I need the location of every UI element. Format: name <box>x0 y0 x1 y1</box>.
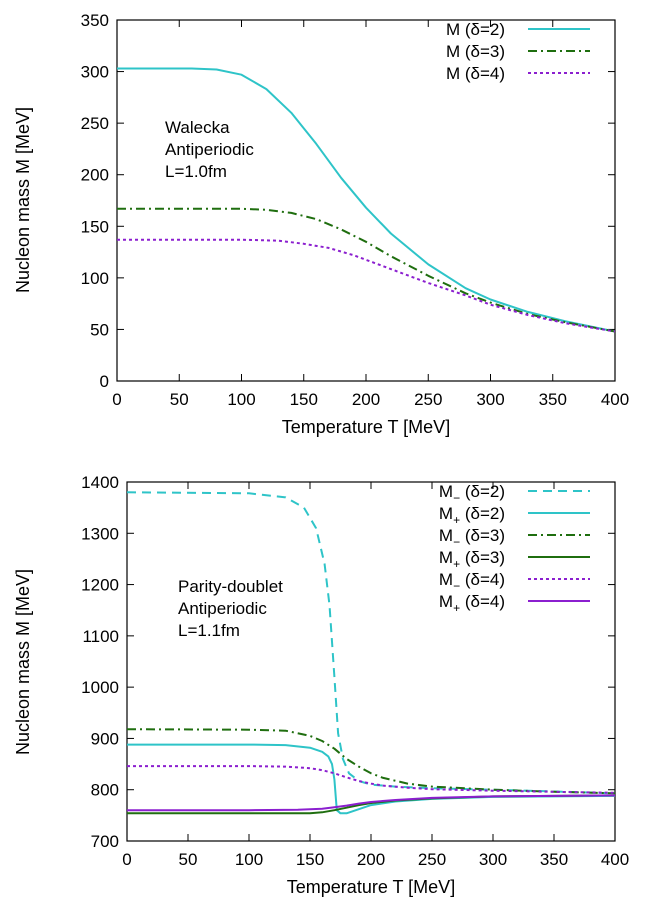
legend-detail: (δ=4) <box>460 592 505 611</box>
x-tick-label: 150 <box>296 850 324 869</box>
y-tick-label: 150 <box>81 217 109 236</box>
legend-symbol: M <box>439 570 453 589</box>
y-tick-label: 1300 <box>81 524 119 543</box>
y-tick-label: 0 <box>100 372 109 391</box>
series-line <box>117 207 615 333</box>
x-tick-label: 100 <box>235 850 263 869</box>
legend-entry: M+ (δ=2) <box>439 504 505 527</box>
legend-subscript: − <box>453 579 460 593</box>
y-tick-label: 50 <box>90 320 109 339</box>
legend: M (δ=2) M (δ=3) M (δ=4) <box>446 20 590 83</box>
x-axis-label: Temperature T [MeV] <box>287 877 455 897</box>
legend-entry: M− (δ=4) <box>439 570 505 593</box>
legend: M− (δ=2)M+ (δ=2)M− (δ=3)M+ (δ=3)M− (δ=4)… <box>439 482 590 615</box>
legend-subscript: + <box>453 601 460 615</box>
series-line <box>127 728 615 795</box>
y-axis-label: Nucleon mass M [MeV] <box>13 107 33 293</box>
legend-detail: (δ=2) <box>460 482 505 501</box>
x-tick-label: 400 <box>601 390 629 409</box>
y-tick-label: 700 <box>91 832 119 851</box>
legend-detail: (δ=3) <box>460 548 505 567</box>
legend-symbol: M <box>439 504 453 523</box>
series-line <box>127 765 615 794</box>
x-tick-label: 350 <box>540 850 568 869</box>
x-tick-label: 100 <box>227 390 255 409</box>
annotation-line: L=1.1fm <box>178 621 240 640</box>
y-tick-label: 1000 <box>81 678 119 697</box>
legend-entry: M+ (δ=4) <box>439 592 505 615</box>
legend-symbol: M <box>439 482 453 501</box>
y-tick-label: 200 <box>81 166 109 185</box>
legend-symbol: M <box>439 526 453 545</box>
annotation-line: Antiperiodic <box>178 599 267 618</box>
series-line <box>127 491 615 795</box>
y-axis-label: Nucleon mass M [MeV] <box>13 569 33 755</box>
y-tick-label: 1400 <box>81 473 119 492</box>
legend-subscript: − <box>453 535 460 549</box>
chart-1: 0 50 100 150 200 250 300 350 400 0 50 100 150 200 250 3… <box>13 11 629 437</box>
x-tick-label: 300 <box>479 850 507 869</box>
y-tick-label: 1100 <box>82 627 119 646</box>
x-tick-label: 250 <box>418 850 446 869</box>
series-line <box>127 794 615 812</box>
x-tick-label: 0 <box>122 850 131 869</box>
legend-entry: M (δ=4) <box>446 64 505 83</box>
x-tick-label: 0 <box>112 390 121 409</box>
x-tick-label: 50 <box>179 850 198 869</box>
chart-2: 0 50 100 150 200 250 300 350 400 700 800 900 1000 110… <box>13 473 629 897</box>
annotation-line: L=1.0fm <box>165 162 227 181</box>
y-tick-label: 350 <box>81 11 109 30</box>
x-tick-label: 250 <box>414 390 442 409</box>
x-tick-label: 200 <box>352 390 380 409</box>
x-axis-label: Temperature T [MeV] <box>282 417 450 437</box>
annotation-line: Antiperiodic <box>165 140 254 159</box>
legend-entry: M (δ=3) <box>446 42 505 61</box>
y-tick-label: 300 <box>81 63 109 82</box>
legend-detail: (δ=3) <box>460 526 505 545</box>
x-tick-label: 50 <box>170 390 189 409</box>
y-tick-label: 1200 <box>81 576 119 595</box>
legend-symbol: M <box>439 592 453 611</box>
series-line <box>117 238 615 333</box>
x-tick-label: 300 <box>476 390 504 409</box>
y-tick-label: 250 <box>81 114 109 133</box>
legend-entry: M− (δ=3) <box>439 526 505 549</box>
y-tick-label: 900 <box>91 729 119 748</box>
legend-subscript: − <box>453 491 460 505</box>
y-tick-label: 100 <box>81 269 109 288</box>
y-tick-label: 800 <box>91 781 119 800</box>
legend-detail: (δ=4) <box>460 570 505 589</box>
plot-frame <box>116 19 616 382</box>
legend-subscript: + <box>453 513 460 527</box>
x-tick-label: 150 <box>290 390 318 409</box>
legend-entry: M− (δ=2) <box>439 482 505 505</box>
x-tick-label: 350 <box>539 390 567 409</box>
series-line <box>117 67 615 333</box>
legend-detail: (δ=2) <box>460 504 505 523</box>
annotation-line: Parity-doublet <box>178 577 283 596</box>
legend-symbol: M <box>439 548 453 567</box>
legend-subscript: + <box>453 557 460 571</box>
legend-entry: M (δ=2) <box>446 20 505 39</box>
legend-entry: M+ (δ=3) <box>439 548 505 571</box>
annotation-line: Walecka <box>165 118 230 137</box>
x-tick-label: 400 <box>601 850 629 869</box>
x-tick-label: 200 <box>357 850 385 869</box>
